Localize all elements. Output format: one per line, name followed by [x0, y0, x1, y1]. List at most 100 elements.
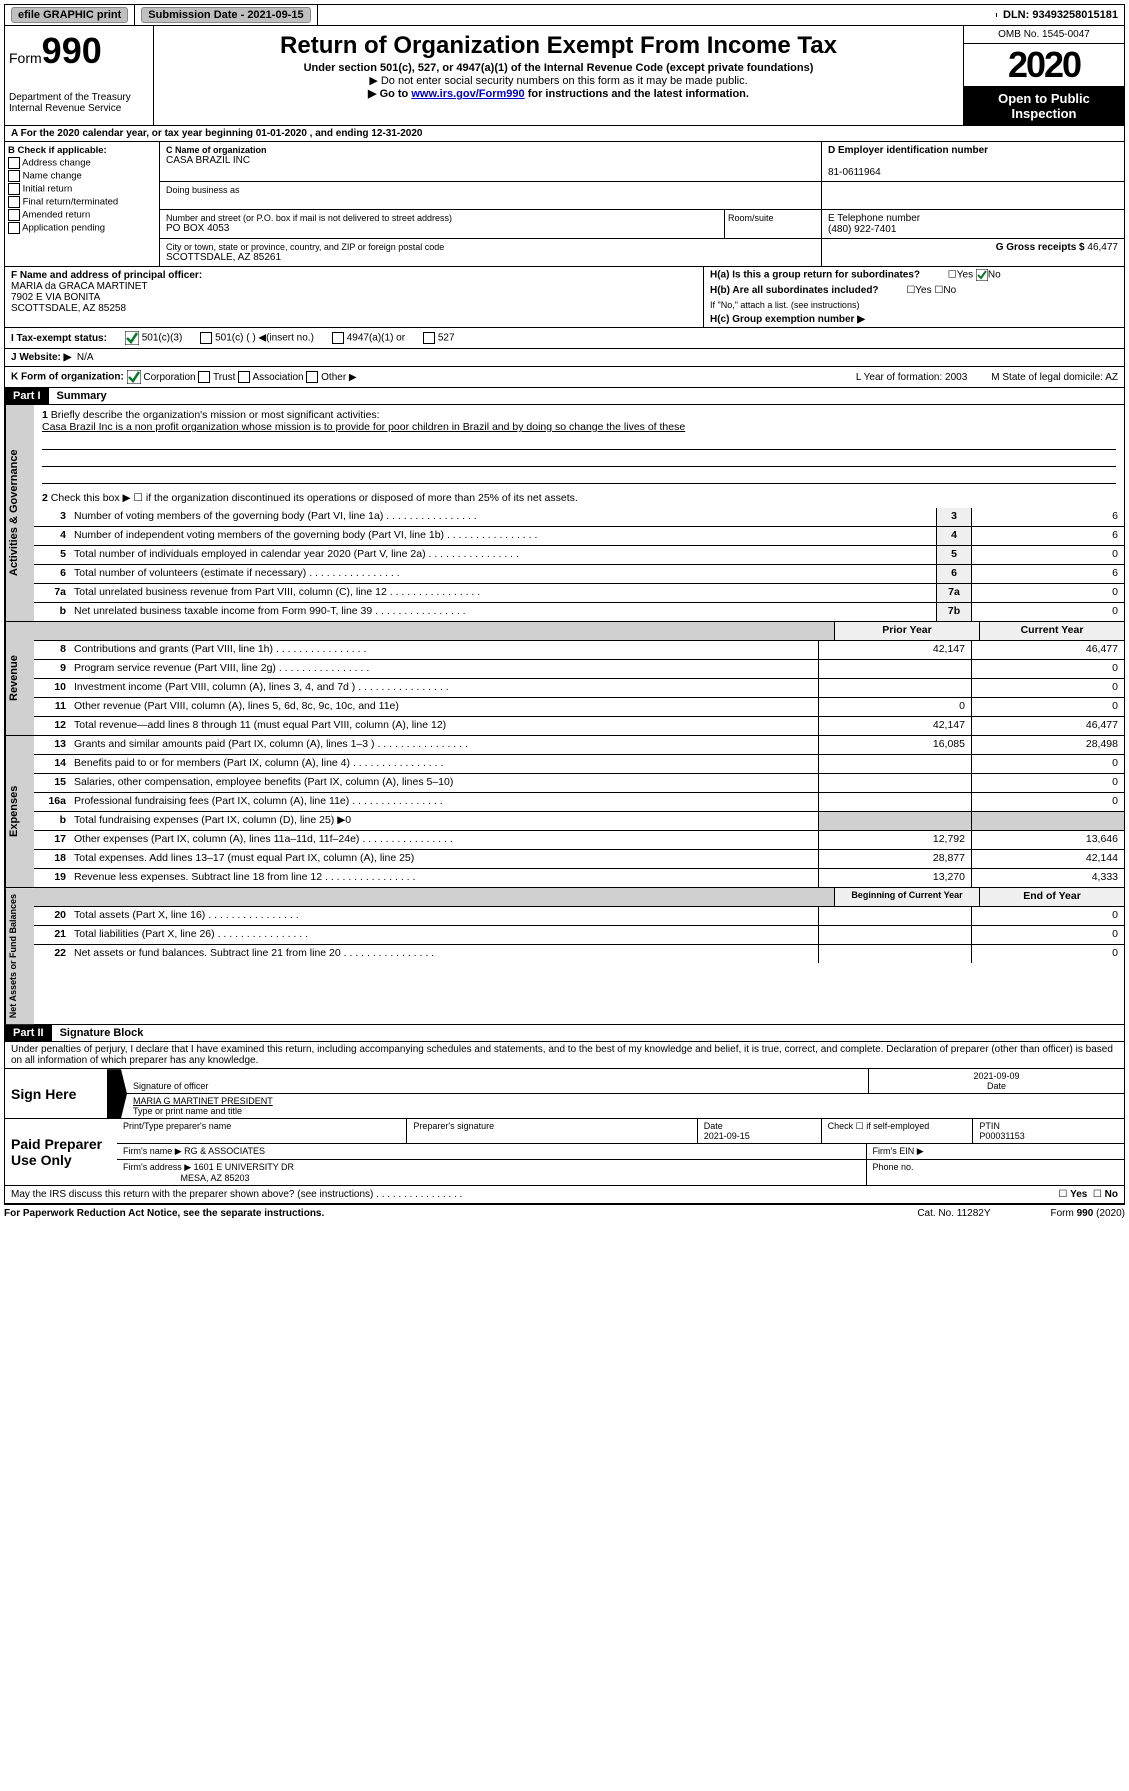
city-state-zip: SCOTTSDALE, AZ 85261 — [166, 252, 815, 263]
h-a: H(a) Is this a group return for subordin… — [704, 267, 1124, 283]
chk-association[interactable]: Association — [238, 372, 303, 383]
part-2-header: Part II Signature Block — [4, 1025, 1125, 1042]
chk-application-pending[interactable]: Application pending — [8, 222, 156, 234]
val-12p: 42,147 — [818, 717, 971, 735]
chk-corporation[interactable]: Corporation — [127, 372, 196, 383]
chk-527[interactable]: 527 — [423, 332, 454, 344]
val-18p: 28,877 — [818, 850, 971, 868]
vtab-expenses: Expenses — [5, 736, 34, 887]
chk-other[interactable]: Other ▶ — [306, 372, 356, 383]
firm-addr: 1601 E UNIVERSITY DR — [194, 1162, 294, 1172]
phone-value: (480) 922-7401 — [828, 224, 896, 235]
mission-text: Casa Brazil Inc is a non profit organiza… — [42, 421, 685, 433]
section-net-assets: Net Assets or Fund Balances Beginning of… — [4, 888, 1125, 1025]
chk-501c[interactable]: 501(c) ( ) ◀(insert no.) — [200, 332, 314, 344]
arrow-icon — [107, 1069, 127, 1118]
val-17c: 13,646 — [971, 831, 1124, 849]
val-19c: 4,333 — [971, 869, 1124, 887]
signer-name: MARIA G MARTINET PRESIDENT — [133, 1096, 273, 1106]
row-j-website: J Website: ▶ N/A — [4, 349, 1125, 367]
state-domicile: M State of legal domicile: AZ — [991, 372, 1118, 383]
top-bar: efile GRAPHIC print Submission Date - 20… — [4, 4, 1125, 26]
row-k-form-org: K Form of organization: Corporation Trus… — [4, 367, 1125, 388]
val-21c: 0 — [971, 926, 1124, 944]
block-fh: F Name and address of principal officer:… — [4, 267, 1125, 328]
val-17p: 12,792 — [818, 831, 971, 849]
chk-address-change[interactable]: Address change — [8, 157, 156, 169]
sign-here-block: Sign Here Signature of officer 2021-09-0… — [4, 1069, 1125, 1119]
chk-trust[interactable]: Trust — [198, 372, 235, 383]
check-icon — [127, 370, 141, 384]
submission-date-button[interactable]: Submission Date - 2021-09-15 — [141, 7, 310, 23]
val-18c: 42,144 — [971, 850, 1124, 868]
row-i-tax-status: I Tax-exempt status: 501(c)(3) 501(c) ( … — [4, 328, 1125, 349]
note-ssn: ▶ Do not enter social security numbers o… — [158, 74, 959, 87]
ptin-value: P00031153 — [979, 1131, 1024, 1141]
val-3: 6 — [971, 508, 1124, 526]
officer-addr1: 7902 E VIA BONITA — [11, 292, 100, 303]
row-a-period: A For the 2020 calendar year, or tax yea… — [4, 126, 1125, 142]
form-number: Form990 — [9, 30, 149, 72]
vtab-governance: Activities & Governance — [5, 405, 34, 621]
gross-receipts: 46,477 — [1087, 242, 1118, 253]
page-footer: For Paperwork Reduction Act Notice, see … — [4, 1204, 1125, 1222]
open-to-public-badge: Open to Public Inspection — [964, 87, 1124, 125]
col-b-checkboxes: B Check if applicable: Address change Na… — [5, 142, 160, 266]
val-5: 0 — [971, 546, 1124, 564]
h-b: H(b) Are all subordinates included? ☐Yes… — [704, 283, 1124, 298]
dln-label: DLN: 93493258015181 — [997, 7, 1124, 23]
block-bcd: B Check if applicable: Address change Na… — [4, 142, 1125, 267]
website-value: N/A — [77, 352, 94, 363]
sign-date: 2021-09-09 — [973, 1071, 1019, 1081]
chk-initial-return[interactable]: Initial return — [8, 183, 156, 195]
form-ref: Form 990 (2020) — [1051, 1208, 1125, 1219]
firm-name: RG & ASSOCIATES — [184, 1146, 265, 1156]
self-employed-check[interactable]: Check ☐ if self-employed — [822, 1119, 974, 1143]
cat-no: Cat. No. 11282Y — [917, 1208, 990, 1219]
part-1-header: Part I Summary — [4, 388, 1125, 405]
val-10c: 0 — [971, 679, 1124, 697]
val-6: 6 — [971, 565, 1124, 583]
val-7a: 0 — [971, 584, 1124, 602]
omb-number: OMB No. 1545-0047 — [964, 26, 1124, 44]
dept-label: Department of the Treasury Internal Reve… — [9, 92, 149, 114]
vtab-net-assets: Net Assets or Fund Balances — [5, 888, 34, 1024]
efile-button[interactable]: efile GRAPHIC print — [11, 7, 128, 23]
ein-label: D Employer identification number — [828, 145, 988, 156]
paid-preparer-block: Paid Preparer Use Only Print/Type prepar… — [4, 1119, 1125, 1186]
room-suite: Room/suite — [724, 210, 821, 238]
form-subtitle: Under section 501(c), 527, or 4947(a)(1)… — [158, 62, 959, 74]
h-b-note: If "No," attach a list. (see instruction… — [704, 298, 1124, 312]
val-13c: 28,498 — [971, 736, 1124, 754]
val-15c: 0 — [971, 774, 1124, 792]
officer-name: MARIA da GRACA MARTINET — [11, 281, 148, 292]
sign-here-label: Sign Here — [5, 1069, 107, 1118]
val-19p: 13,270 — [818, 869, 971, 887]
officer-addr2: SCOTTSDALE, AZ 85258 — [11, 303, 126, 314]
val-11c: 0 — [971, 698, 1124, 716]
check-icon — [125, 331, 139, 345]
discuss-row: May the IRS discuss this return with the… — [4, 1186, 1125, 1204]
note-link: ▶ Go to www.irs.gov/Form990 for instruct… — [158, 87, 959, 100]
vtab-revenue: Revenue — [5, 622, 34, 735]
street-address: PO BOX 4053 — [166, 223, 718, 234]
chk-501c3[interactable]: 501(c)(3) — [125, 331, 182, 345]
chk-4947[interactable]: 4947(a)(1) or — [332, 332, 405, 344]
irs-link[interactable]: www.irs.gov/Form990 — [411, 88, 524, 100]
val-7b: 0 — [971, 603, 1124, 621]
val-13p: 16,085 — [818, 736, 971, 754]
tax-year: 2020 — [964, 44, 1124, 87]
form-title: Return of Organization Exempt From Incom… — [158, 32, 959, 60]
discuss-yes-no[interactable]: ☐ Yes ☐ No — [1058, 1189, 1118, 1200]
section-expenses: Expenses 13Grants and similar amounts pa… — [4, 736, 1125, 888]
chk-amended[interactable]: Amended return — [8, 209, 156, 221]
chk-name-change[interactable]: Name change — [8, 170, 156, 182]
val-8c: 46,477 — [971, 641, 1124, 659]
val-20c: 0 — [971, 907, 1124, 925]
check-icon — [976, 269, 988, 281]
chk-final-return[interactable]: Final return/terminated — [8, 196, 156, 208]
val-14c: 0 — [971, 755, 1124, 773]
section-revenue: Revenue Prior YearCurrent Year 8Contribu… — [4, 622, 1125, 736]
org-name: CASA BRAZIL INC — [166, 155, 815, 166]
val-22c: 0 — [971, 945, 1124, 963]
